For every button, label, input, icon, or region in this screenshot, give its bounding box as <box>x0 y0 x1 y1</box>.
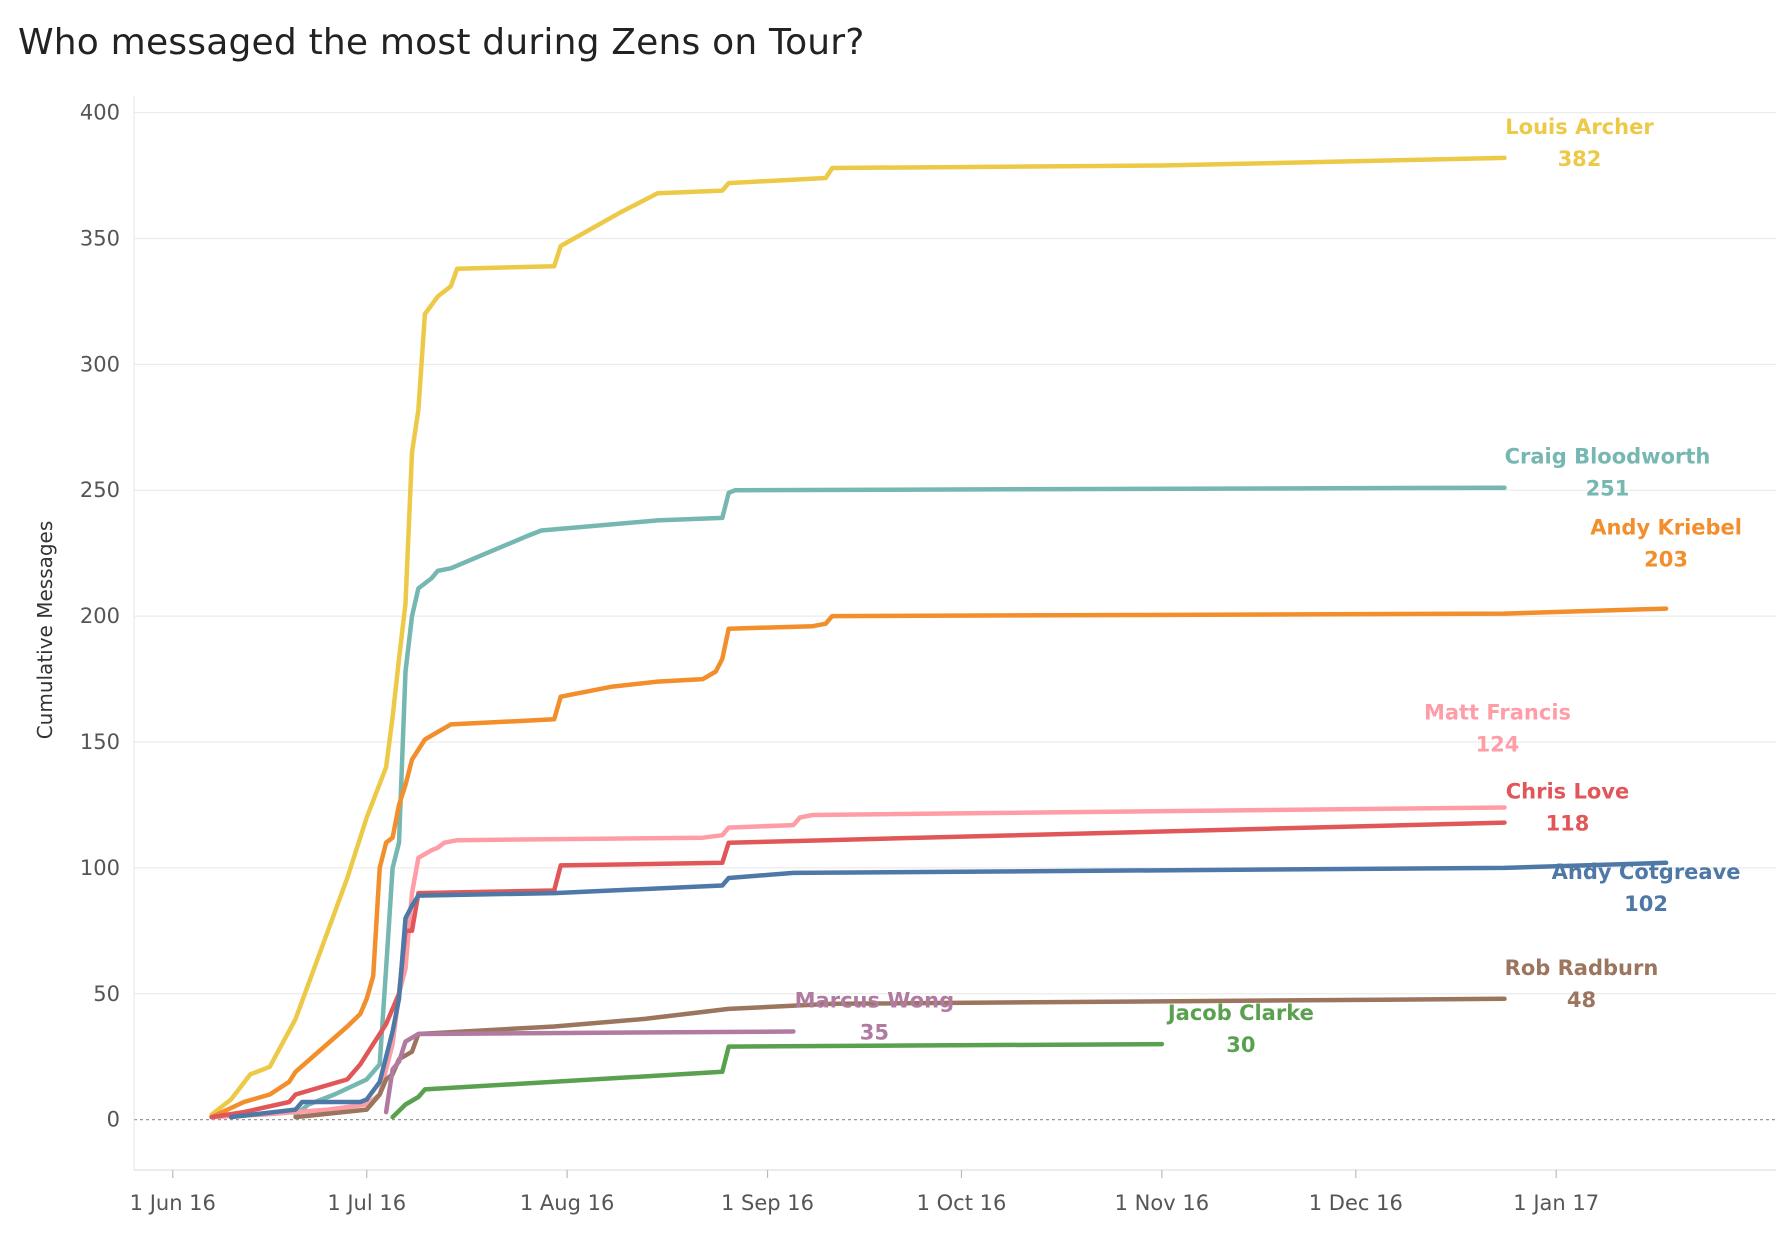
series-label-andy-kriebel: Andy Kriebel <box>1590 516 1742 540</box>
series-label-rob-radburn: Rob Radburn <box>1505 956 1659 980</box>
series-line-andy-cotgreave <box>228 860 1669 1120</box>
series-line-marcus-wong <box>383 1029 796 1115</box>
series-total-andy-kriebel: 203 <box>1644 548 1688 572</box>
x-tick-label: 1 Jan 17 <box>1513 1191 1599 1215</box>
x-tick-label: 1 Oct 16 <box>917 1191 1007 1215</box>
series-line-jacob-clarke <box>390 1041 1165 1120</box>
y-tick-label: 0 <box>107 1108 120 1132</box>
series-label-louis-archer: Louis Archer <box>1505 115 1654 139</box>
y-tick-label: 50 <box>93 982 120 1006</box>
chart-title: Who messaged the most during Zens on Tou… <box>18 22 865 63</box>
series-label-jacob-clarke: Jacob Clarke <box>1166 1001 1314 1025</box>
series-label-matt-francis: Matt Francis <box>1424 700 1571 724</box>
y-tick-label: 200 <box>80 604 120 628</box>
series-label-marcus-wong: Marcus Wong <box>795 989 954 1013</box>
series-line-louis-archer <box>209 155 1507 1117</box>
series-total-rob-radburn: 48 <box>1567 988 1596 1012</box>
series-label-craig-bloodworth: Craig Bloodworth <box>1505 445 1711 469</box>
series-line-craig-bloodworth <box>293 485 1507 1117</box>
series-label-andy-cotgreave: Andy Cotgreave <box>1552 860 1741 884</box>
x-tick-label: 1 Dec 16 <box>1309 1191 1403 1215</box>
series-label-chris-love: Chris Love <box>1506 780 1629 804</box>
series-total-andy-cotgreave: 102 <box>1624 892 1668 916</box>
y-tick-label: 250 <box>80 478 120 502</box>
series-total-marcus-wong: 35 <box>860 1021 889 1045</box>
y-tick-label: 350 <box>80 226 120 250</box>
y-axis-label: Cumulative Messages <box>33 521 57 740</box>
series-total-jacob-clarke: 30 <box>1226 1033 1255 1057</box>
series-total-matt-francis: 124 <box>1476 732 1520 756</box>
y-tick-label: 150 <box>80 730 120 754</box>
series-total-louis-archer: 382 <box>1558 147 1602 171</box>
axes: 0 50 100 150 200 250 300 350 400 1 Jun 16 1 Jul 16… <box>80 96 1776 1215</box>
x-tick-label: 1 Jul 16 <box>327 1191 406 1215</box>
series-total-chris-love: 118 <box>1546 812 1590 836</box>
x-tick-label: 1 Jun 16 <box>130 1191 216 1215</box>
series-line-rob-radburn <box>293 996 1507 1120</box>
x-tick-label: 1 Nov 16 <box>1115 1191 1209 1215</box>
y-tick-label: 300 <box>80 352 120 376</box>
series-labels: Louis Archer 382 Craig Bloodworth 251 Andy K… <box>795 115 1742 1057</box>
series-line-matt-francis <box>209 805 1507 1120</box>
y-tick-label: 100 <box>80 856 120 880</box>
x-tick-label: 1 Sep 16 <box>721 1191 814 1215</box>
series-lines <box>209 155 1669 1120</box>
series-line-andy-kriebel <box>209 606 1669 1120</box>
y-tick-label: 400 <box>80 101 120 125</box>
x-tick-label: 1 Aug 16 <box>520 1191 614 1215</box>
series-total-craig-bloodworth: 251 <box>1586 477 1630 501</box>
